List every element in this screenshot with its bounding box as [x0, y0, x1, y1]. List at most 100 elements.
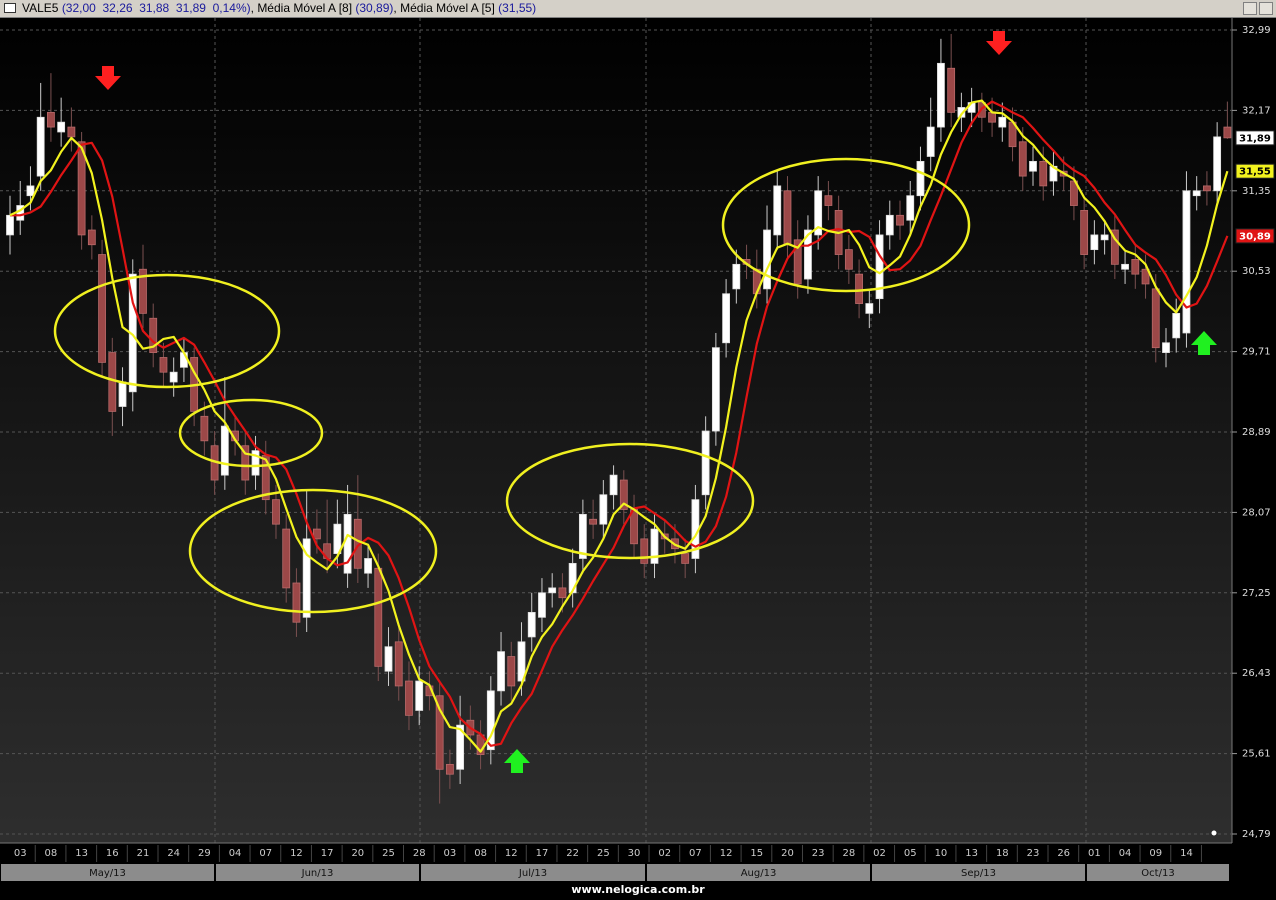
- month-label: Sep/13: [961, 868, 996, 879]
- candle-body: [139, 268, 147, 314]
- window-icon: [4, 3, 16, 13]
- legend-entry: Média Móvel A [5]: [400, 1, 495, 15]
- x-tick-label: 22: [566, 848, 579, 859]
- legend-value: (30,89): [355, 1, 394, 15]
- candle-body: [1223, 126, 1232, 139]
- x-tick-label: 16: [106, 848, 119, 859]
- candle-body: [1110, 229, 1119, 265]
- legend-value: (31,55): [498, 1, 537, 15]
- candle-body: [36, 116, 45, 177]
- candle-body: [998, 116, 1007, 128]
- x-tick-label: 09: [1149, 848, 1162, 859]
- restore-button[interactable]: [1243, 2, 1257, 15]
- candle-body: [947, 67, 956, 113]
- candle-body: [988, 111, 996, 123]
- candle-body: [937, 62, 945, 128]
- last-value-box: [1235, 130, 1275, 146]
- candle-body: [169, 371, 178, 383]
- candle-body: [1090, 234, 1099, 251]
- y-tick-label: 25,61: [1242, 749, 1271, 760]
- close-button[interactable]: [1259, 2, 1273, 15]
- separator: ,: [393, 1, 397, 15]
- month-band: [216, 864, 419, 881]
- candle-body: [650, 528, 659, 564]
- candle-body: [1029, 160, 1037, 172]
- chart-legend: VALE5 (32,00 32,26 31,88 31,89 0,14%), M…: [22, 0, 536, 17]
- candle-body: [415, 680, 424, 711]
- x-tick-label: 12: [290, 848, 303, 859]
- candle-body: [732, 263, 741, 290]
- x-tick-label: 08: [474, 848, 487, 859]
- x-tick-label: 20: [351, 848, 364, 859]
- candle-body: [149, 317, 158, 353]
- last-value-label: 31,55: [1239, 167, 1271, 178]
- x-tick-label: 29: [198, 848, 211, 859]
- axes: 24,79 25,61 26,43 27,25 28,07 28,89 29,71 30,53…: [1232, 25, 1275, 840]
- sell-arrow: [986, 31, 1012, 55]
- y-tick-label: 27,25: [1242, 588, 1271, 599]
- marker-dot: [1211, 830, 1217, 836]
- annotations: [53, 157, 971, 614]
- highlight-ellipse: [188, 488, 438, 614]
- candle-body: [609, 474, 618, 496]
- candle-body: [773, 185, 782, 236]
- separator: ,: [250, 1, 254, 15]
- last-value-label: 30,89: [1239, 231, 1271, 242]
- candle-body: [722, 293, 730, 344]
- month-label: Jul/13: [518, 868, 547, 879]
- y-tick-label: 26,43: [1242, 668, 1271, 679]
- candle-body: [619, 479, 628, 510]
- candle-body: [67, 126, 76, 138]
- candle-body: [1213, 136, 1222, 192]
- candle-body: [896, 214, 904, 226]
- candle-body: [1131, 259, 1140, 275]
- highlight-ellipse: [178, 398, 324, 468]
- x-tick-label: 01: [1088, 848, 1101, 859]
- y-tick-label: 31,35: [1242, 186, 1271, 197]
- x-tick-label: 03: [14, 848, 27, 859]
- x-tick-label: 10: [935, 848, 948, 859]
- y-tick-label: 32,17: [1242, 105, 1271, 116]
- candle-body: [711, 347, 720, 432]
- candle-body: [701, 430, 710, 496]
- moving-average-line: [10, 100, 1229, 747]
- grid: [0, 18, 1232, 843]
- candle-body: [87, 229, 96, 246]
- candle-body: [548, 587, 557, 594]
- x-tick-label: 23: [1027, 848, 1040, 859]
- candle-body: [844, 249, 853, 270]
- candle-body: [1203, 185, 1211, 192]
- x-tick-label: 02: [873, 848, 886, 859]
- candle-body: [804, 229, 812, 280]
- candle-body: [47, 111, 55, 128]
- x-tick-label: 24: [167, 848, 180, 859]
- month-band: [1, 864, 214, 881]
- candle-body: [916, 160, 925, 197]
- month-label: Aug/13: [741, 868, 777, 879]
- candle-body: [1192, 190, 1201, 197]
- candle-body: [200, 415, 209, 442]
- candle-body: [793, 239, 802, 285]
- candle-body: [1151, 288, 1160, 349]
- candle-body: [527, 612, 536, 638]
- x-tick-label: 28: [413, 848, 426, 859]
- last-value-box: [1235, 228, 1275, 244]
- title-bar: VALE5 (32,00 32,26 31,88 31,89 0,14%), M…: [0, 0, 1276, 18]
- x-tick-label: 08: [45, 848, 58, 859]
- x-tick-label: 23: [812, 848, 825, 859]
- x-tick-label: 12: [505, 848, 518, 859]
- x-tick-label: 18: [996, 848, 1009, 859]
- highlight-ellipse: [505, 442, 755, 560]
- candle-body: [640, 538, 649, 564]
- candle-body: [1018, 141, 1027, 177]
- candle-body: [312, 528, 321, 540]
- candle-body: [1080, 210, 1089, 255]
- signal-arrows: [95, 31, 1217, 836]
- x-tick-label: 04: [229, 848, 242, 859]
- x-tick-label: 13: [965, 848, 978, 859]
- candle-body: [865, 303, 874, 314]
- symbol: VALE5: [22, 1, 59, 15]
- x-tick-label: 04: [1119, 848, 1132, 859]
- candle-body: [251, 450, 260, 476]
- candle-body: [118, 381, 127, 407]
